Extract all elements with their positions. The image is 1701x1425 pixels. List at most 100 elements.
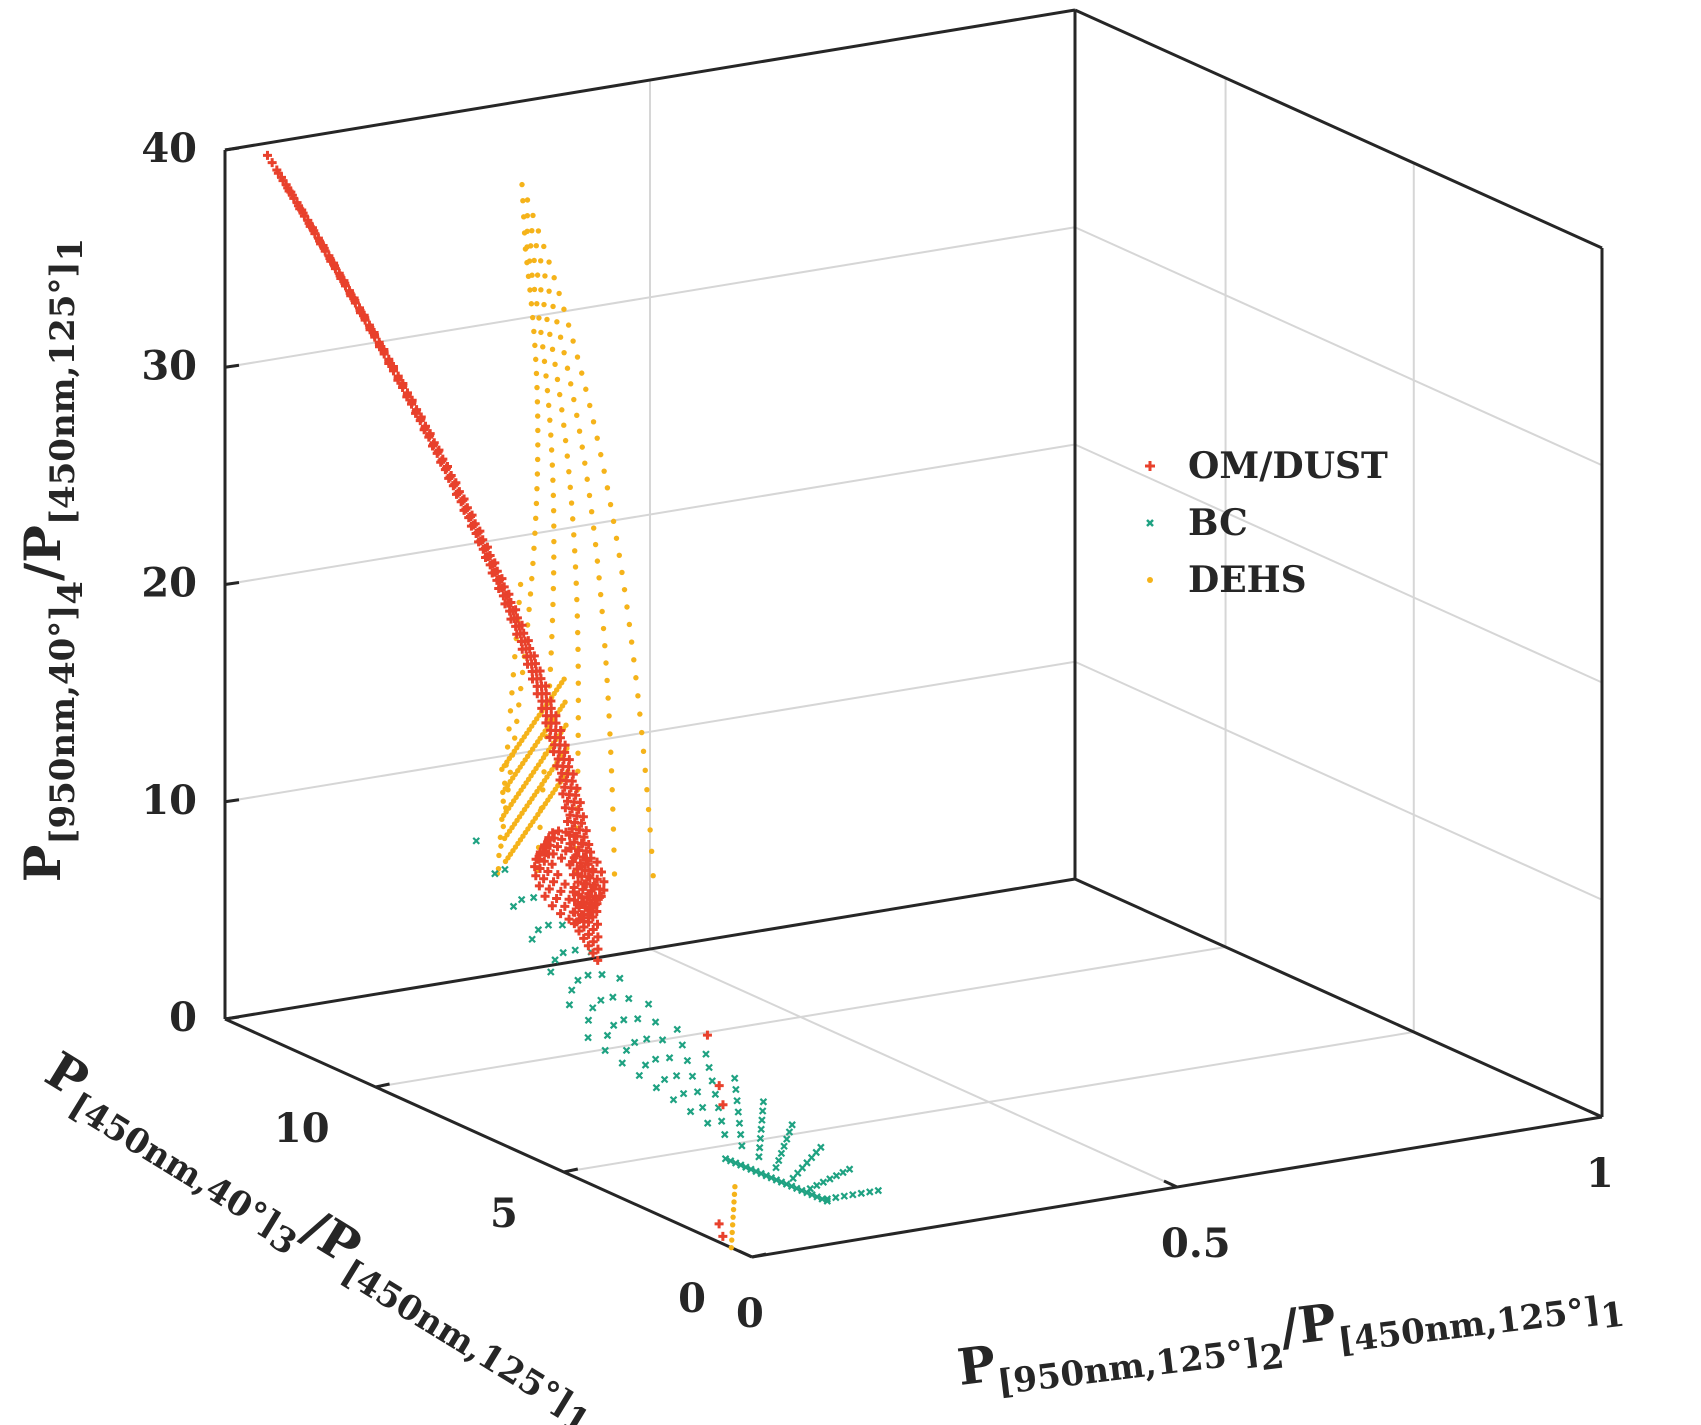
data-point-dehs bbox=[597, 591, 604, 598]
data-point-bc bbox=[641, 1061, 650, 1069]
gridline-z-side bbox=[1074, 660, 1603, 901]
data-point-om-dust bbox=[599, 885, 609, 895]
data-point-dehs bbox=[648, 848, 655, 855]
data-point-om-dust bbox=[581, 854, 591, 864]
data-point-om-dust bbox=[534, 854, 544, 864]
data-point-bc bbox=[772, 1176, 781, 1184]
data-point-dehs bbox=[531, 328, 537, 335]
data-point-dehs bbox=[557, 334, 564, 340]
data-point-om-dust bbox=[500, 599, 510, 609]
data-point-dehs bbox=[626, 621, 633, 628]
data-point-bc bbox=[757, 1169, 765, 1178]
data-point-om-dust bbox=[295, 204, 305, 214]
data-point-dehs bbox=[583, 386, 589, 392]
data-point-bc bbox=[571, 946, 579, 954]
data-point-om-dust bbox=[547, 859, 557, 869]
data-point-dehs bbox=[565, 322, 572, 328]
data-point-dehs bbox=[550, 492, 557, 499]
data-point-om-dust bbox=[584, 929, 594, 939]
data-point-dehs bbox=[499, 816, 505, 822]
data-point-dehs bbox=[534, 485, 540, 492]
data-point-dehs bbox=[567, 484, 573, 491]
data-point-om-dust bbox=[578, 884, 588, 894]
data-point-dehs bbox=[575, 697, 582, 704]
data-point-dehs bbox=[541, 769, 547, 775]
data-point-dehs bbox=[500, 798, 506, 804]
data-point-bc bbox=[698, 1103, 707, 1112]
data-point-om-dust bbox=[419, 425, 429, 435]
gridline-y-floor bbox=[375, 946, 1226, 1088]
data-point-dehs bbox=[552, 361, 558, 368]
data-point-bc bbox=[857, 1189, 866, 1198]
data-point-om-dust bbox=[548, 828, 558, 838]
data-point-om-dust bbox=[262, 150, 272, 160]
data-point-dehs bbox=[497, 834, 504, 841]
data-point-dehs bbox=[610, 826, 617, 832]
data-point-bc bbox=[558, 921, 567, 929]
data-point-om-dust bbox=[569, 853, 579, 863]
data-point-bc bbox=[711, 1090, 720, 1099]
data-point-dehs bbox=[496, 852, 502, 859]
data-point-dehs bbox=[547, 331, 553, 338]
data-point-om-dust bbox=[593, 932, 603, 942]
data-point-dehs bbox=[647, 827, 653, 833]
data-point-dehs bbox=[531, 257, 537, 264]
data-point-om-dust bbox=[330, 264, 340, 274]
data-point-om-dust bbox=[534, 881, 544, 891]
data-point-om-dust bbox=[577, 893, 587, 903]
data-point-om-dust bbox=[379, 349, 389, 359]
data-point-bc bbox=[738, 1142, 746, 1150]
data-point-dehs bbox=[535, 427, 541, 434]
x-tick-label: 0.5 bbox=[1161, 1220, 1231, 1267]
data-point-om-dust bbox=[466, 521, 476, 531]
data-point-bc bbox=[705, 1063, 713, 1072]
data-point-om-dust bbox=[561, 846, 571, 856]
data-point-om-dust bbox=[481, 553, 491, 563]
data-point-om-dust bbox=[564, 914, 574, 924]
data-point-dehs bbox=[575, 750, 581, 756]
data-point-dehs bbox=[534, 399, 541, 405]
x-tick bbox=[738, 1249, 753, 1259]
data-point-bc bbox=[679, 1089, 688, 1098]
gridline-z-side bbox=[1074, 443, 1603, 684]
data-point-bc bbox=[618, 1059, 627, 1067]
data-point-dehs bbox=[574, 629, 581, 636]
z-tick-label: 30 bbox=[141, 342, 197, 389]
data-point-dehs bbox=[533, 500, 540, 507]
data-point-bc bbox=[812, 1181, 821, 1190]
data-point-bc bbox=[601, 1046, 609, 1055]
data-point-dehs bbox=[650, 873, 656, 879]
data-point-dehs bbox=[616, 552, 622, 558]
data-point-om-dust bbox=[459, 505, 469, 515]
data-point-om-dust bbox=[586, 847, 596, 857]
data-point-bc bbox=[472, 837, 481, 845]
data-point-dehs bbox=[532, 530, 538, 536]
x-tick bbox=[1163, 1179, 1178, 1189]
data-point-om-dust bbox=[406, 399, 416, 409]
data-point-dehs bbox=[548, 447, 555, 453]
legend-label-bc: BC bbox=[1188, 502, 1248, 544]
data-point-bc bbox=[777, 1149, 786, 1158]
data-point-bc bbox=[603, 1031, 612, 1040]
legend-label-om-dust: OM/DUST bbox=[1188, 445, 1388, 487]
data-point-bc bbox=[619, 1016, 628, 1024]
data-point-dehs bbox=[516, 702, 522, 708]
data-point-om-dust bbox=[596, 891, 606, 901]
data-point-dehs bbox=[610, 518, 617, 525]
data-point-dehs bbox=[579, 370, 585, 376]
data-point-bc bbox=[703, 1119, 712, 1127]
data-point-bc bbox=[565, 1001, 574, 1009]
data-point-dehs bbox=[544, 387, 551, 394]
data-point-dehs bbox=[519, 669, 526, 676]
data-point-bc bbox=[528, 935, 536, 944]
data-point-bc bbox=[702, 1050, 710, 1058]
data-point-om-dust bbox=[365, 325, 375, 335]
data-point-bc bbox=[584, 971, 592, 979]
data-point-dehs bbox=[528, 243, 534, 249]
data-point-dehs bbox=[624, 604, 630, 610]
data-point-bc bbox=[726, 1157, 735, 1165]
data-point-om-dust bbox=[517, 644, 527, 654]
data-point-dehs bbox=[573, 580, 579, 586]
data-point-dehs bbox=[540, 344, 546, 350]
data-point-bc bbox=[785, 1128, 794, 1136]
